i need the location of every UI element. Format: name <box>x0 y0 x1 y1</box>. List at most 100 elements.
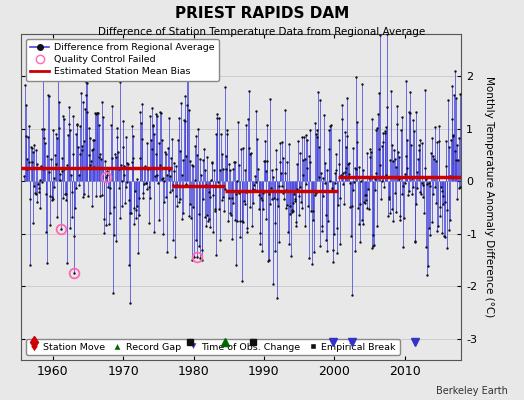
Point <box>343 94 352 101</box>
Point <box>442 138 451 145</box>
Point <box>431 184 439 190</box>
Point <box>119 162 128 169</box>
Point <box>255 206 263 212</box>
Point <box>432 200 441 207</box>
Point <box>126 300 135 306</box>
Point <box>68 189 77 195</box>
Point <box>61 190 69 197</box>
Point <box>116 215 124 221</box>
Point <box>425 180 433 186</box>
Point <box>370 242 378 248</box>
Point <box>237 278 246 284</box>
Point <box>156 109 164 115</box>
Point <box>152 113 161 119</box>
Point <box>429 190 438 197</box>
Point <box>451 148 460 154</box>
Point <box>103 172 112 179</box>
Point <box>56 170 64 177</box>
Point <box>447 137 455 143</box>
Point <box>454 156 462 163</box>
Point <box>440 234 449 240</box>
Point <box>245 145 254 151</box>
Point <box>143 140 151 146</box>
Point <box>67 172 75 179</box>
Point <box>118 178 126 184</box>
Point <box>56 177 64 183</box>
Point <box>395 176 403 182</box>
Point <box>45 168 53 175</box>
Point <box>401 180 409 186</box>
Point <box>336 240 345 247</box>
Point <box>200 166 209 173</box>
Point <box>124 161 132 168</box>
Point <box>332 167 341 174</box>
Point <box>146 195 154 201</box>
Point <box>311 120 319 127</box>
Point <box>296 184 304 190</box>
Point <box>366 146 374 152</box>
Point <box>380 184 388 190</box>
Point <box>435 123 443 130</box>
Point <box>237 145 245 152</box>
Point <box>251 173 259 179</box>
Point <box>325 123 334 130</box>
Point <box>231 158 239 165</box>
Point <box>430 124 439 130</box>
Point <box>42 191 50 198</box>
Point <box>238 145 247 152</box>
Point <box>346 180 354 186</box>
Point <box>213 110 221 117</box>
Point <box>354 205 362 211</box>
Point <box>387 87 395 94</box>
Point <box>269 174 278 180</box>
Point <box>259 190 268 196</box>
Point <box>78 147 86 154</box>
Y-axis label: Monthly Temperature Anomaly Difference (°C): Monthly Temperature Anomaly Difference (… <box>484 76 494 318</box>
Point <box>49 196 58 202</box>
Point <box>148 122 157 128</box>
Point <box>127 159 136 166</box>
Point <box>287 207 296 213</box>
Point <box>392 164 400 170</box>
Point <box>339 181 347 187</box>
Point <box>154 179 162 186</box>
Point <box>71 205 79 212</box>
Point <box>447 116 456 122</box>
Point <box>445 226 453 233</box>
Point <box>150 131 158 138</box>
Point <box>132 206 140 213</box>
Point <box>220 208 228 214</box>
Point <box>399 183 407 189</box>
Point <box>225 160 233 167</box>
Point <box>232 191 241 198</box>
Point <box>55 125 63 132</box>
Point <box>378 178 386 184</box>
Point <box>174 137 182 144</box>
Point <box>323 247 331 254</box>
Point <box>415 142 423 148</box>
Point <box>402 137 411 144</box>
Point <box>25 159 34 166</box>
Point <box>350 179 358 185</box>
Point <box>397 127 405 134</box>
Point <box>229 166 237 172</box>
Point <box>367 149 375 155</box>
Point <box>329 259 337 265</box>
Point <box>47 156 55 162</box>
Point <box>244 88 253 94</box>
Point <box>326 178 335 184</box>
Point <box>241 201 249 208</box>
Point <box>290 191 298 198</box>
Point <box>298 134 307 140</box>
Point <box>348 187 357 194</box>
Point <box>412 109 420 116</box>
Point <box>257 194 265 201</box>
Point <box>62 197 70 203</box>
Point <box>421 244 430 250</box>
Point <box>387 141 396 148</box>
Point <box>300 156 309 162</box>
Point <box>276 159 284 165</box>
Point <box>194 211 203 217</box>
Point <box>297 198 305 205</box>
Point <box>39 74 48 80</box>
